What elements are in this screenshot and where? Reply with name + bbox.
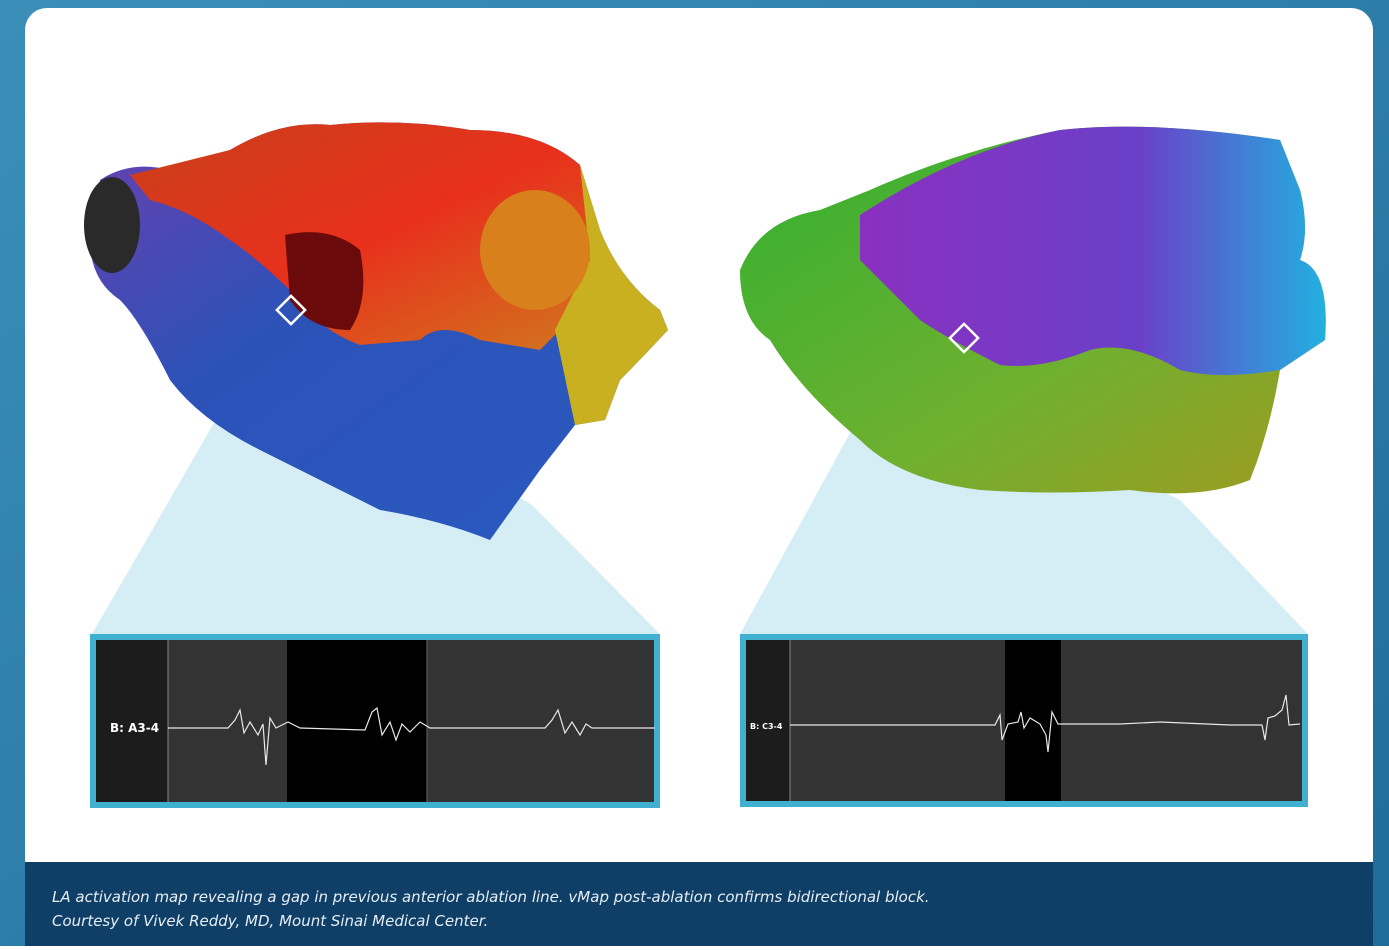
caption-bar	[25, 862, 1373, 946]
ecg-label: B: A3-4	[110, 721, 159, 735]
activation-map-left	[84, 122, 668, 540]
ecg-label: B: C3-4	[750, 722, 783, 731]
activation-map-right	[740, 126, 1326, 494]
caption-line: Courtesy of Vivek Reddy, MD, Mount Sinai…	[52, 912, 488, 930]
caption-line: LA activation map revealing a gap in pre…	[52, 888, 930, 906]
ecg-panel-left: B: A3-4	[90, 634, 660, 808]
ecg-panel-right: B: C3-4	[740, 634, 1308, 807]
